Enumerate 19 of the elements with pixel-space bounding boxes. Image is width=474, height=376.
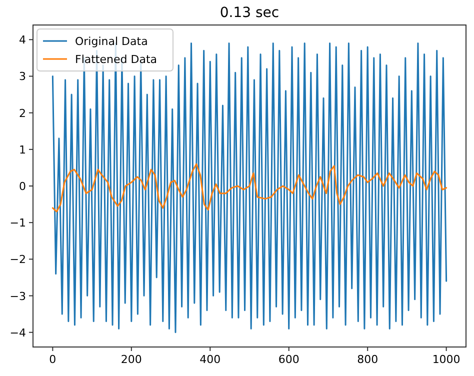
y-tick-label: 3: [19, 70, 26, 84]
y-tick-label: 1: [19, 143, 26, 156]
line-series: [52, 163, 448, 212]
y-tick-label: 4: [19, 34, 26, 47]
chart-title: 0.13 sec: [220, 5, 280, 21]
x-tick-label: 200: [120, 353, 142, 366]
legend-label: Flattened Data: [75, 53, 158, 66]
y-tick-label: −3: [10, 290, 26, 303]
legend-label: Original Data: [75, 35, 148, 48]
y-tick-label: −2: [10, 253, 26, 266]
y-tick-label: −1: [10, 216, 26, 230]
y-tick-label: 2: [19, 106, 26, 120]
x-tick-label: 400: [200, 353, 221, 366]
x-tick-label: 800: [357, 353, 378, 366]
y-tick-label: −4: [10, 326, 26, 340]
x-tick-label: 1000: [432, 353, 460, 366]
y-tick-label: 0: [19, 180, 26, 193]
x-tick-label: 600: [278, 353, 300, 366]
x-tick-label: 0: [49, 353, 56, 366]
